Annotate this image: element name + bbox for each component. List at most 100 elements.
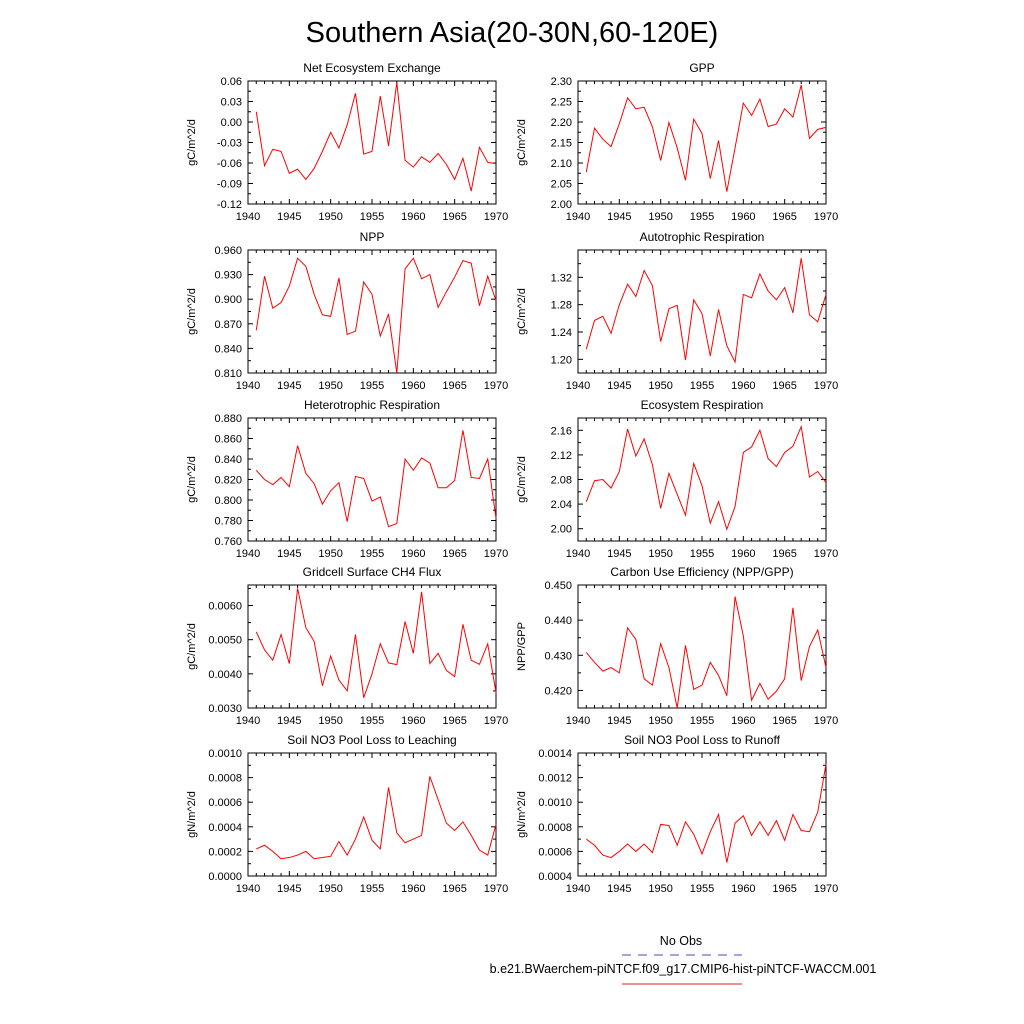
panel-gpp-xtick-label: 1955 [690, 211, 714, 223]
panel-gpp-title: GPP [689, 61, 714, 75]
panel-gridcell-surface-ch4-flux-xtick-label: 1945 [277, 715, 301, 727]
panel-ecosystem-respiration-ylabel: gC/m^2/d [516, 456, 528, 503]
panel-carbon-use-efficiency-npp-gpp-ytick-label: 0.440 [544, 615, 572, 627]
panel-npp-ytick-label: 0.900 [214, 294, 242, 306]
panel-autotrophic-respiration-series-line [585, 258, 827, 364]
panel-heterotrophic-respiration-ytick-label: 0.860 [214, 434, 242, 446]
panel-soil-no3-pool-loss-to-runoff-xtick-label: 1940 [566, 883, 590, 895]
panel-gridcell-surface-ch4-flux-title: Gridcell Surface CH4 Flux [303, 565, 442, 579]
panel-soil-no3-pool-loss-to-runoff-xtick-label: 1970 [814, 883, 838, 895]
legend: No Obs b.e21.BWaerchem-piNTCF.f09_g17.CM… [490, 934, 877, 985]
panel-gridcell-surface-ch4-flux-ytick-label: 0.0060 [208, 601, 242, 613]
panel-net-ecosystem-exchange-ytick-label: 0.00 [221, 117, 242, 129]
panel-ecosystem-respiration-series-line [585, 424, 827, 531]
panel-soil-no3-pool-loss-to-leaching-ytick-label: 0.0006 [208, 797, 242, 809]
panel-gridcell-surface-ch4-flux-xtick-label: 1950 [318, 715, 342, 727]
panel-net-ecosystem-exchange-ytick-label: 0.06 [221, 76, 242, 88]
panel-net-ecosystem-exchange-frame [247, 80, 497, 205]
panel-npp-xtick-label: 1965 [442, 380, 466, 392]
panel-autotrophic-respiration-xtick-label: 1960 [731, 380, 755, 392]
panel-npp-ytick-label: 0.960 [214, 245, 242, 257]
panel-gpp-xtick-label: 1945 [607, 211, 631, 223]
panel-ecosystem-respiration-xtick-label: 1940 [566, 548, 590, 560]
panel-carbon-use-efficiency-npp-gpp-xtick-label: 1940 [566, 715, 590, 727]
panel-autotrophic-respiration-ytick-label: 1.32 [551, 272, 572, 284]
panel-soil-no3-pool-loss-to-runoff-xtick-label: 1950 [648, 883, 672, 895]
panel-net-ecosystem-exchange-ytick-label: -0.03 [217, 138, 242, 150]
panel-npp-xtick-label: 1970 [484, 380, 508, 392]
panel-gridcell-surface-ch4-flux: Gridcell Surface CH4 Flux 1940 1945 1950 195… [186, 565, 508, 727]
panel-soil-no3-pool-loss-to-runoff-ytick-label: 0.0010 [538, 797, 572, 809]
panel-gpp-ytick-label: 2.05 [551, 179, 572, 191]
panel-ecosystem-respiration-ytick-label: 2.12 [551, 450, 572, 462]
panel-gpp-ytick-label: 2.10 [551, 158, 572, 170]
panel-gpp: GPP 1940 1945 1950 1955 1960 1965 1970 2.00 2.05 2… [516, 61, 838, 223]
panel-soil-no3-pool-loss-to-leaching-xtick-label: 1960 [401, 883, 425, 895]
panel-gridcell-surface-ch4-flux-ytick-label: 0.0040 [208, 669, 242, 681]
panel-heterotrophic-respiration-ytick-label: 0.800 [214, 495, 242, 507]
panel-heterotrophic-respiration-xtick-label: 1965 [442, 548, 466, 560]
panel-soil-no3-pool-loss-to-leaching-ylabel: gN/m^2/d [186, 791, 198, 838]
panel-soil-no3-pool-loss-to-leaching-xtick-label: 1950 [318, 883, 342, 895]
panel-soil-no3-pool-loss-to-leaching-ytick-label: 0.0002 [208, 846, 242, 858]
panel-carbon-use-efficiency-npp-gpp-xtick-label: 1960 [731, 715, 755, 727]
panel-gpp-xtick-label: 1970 [814, 211, 838, 223]
panel-autotrophic-respiration-xtick-label: 1945 [607, 380, 631, 392]
panel-gpp-xtick-label: 1965 [772, 211, 796, 223]
panel-npp: NPP 1940 1945 1950 1955 1960 1965 1970 0.810 0.84… [186, 230, 508, 392]
panel-net-ecosystem-exchange-ytick-label: -0.06 [217, 158, 242, 170]
panel-gpp-ylabel: gC/m^2/d [516, 119, 528, 166]
panel-net-ecosystem-exchange-xtick-label: 1960 [401, 211, 425, 223]
panel-ecosystem-respiration-ytick-label: 2.00 [551, 524, 572, 536]
panel-carbon-use-efficiency-npp-gpp-title: Carbon Use Efficiency (NPP/GPP) [610, 565, 793, 579]
panel-net-ecosystem-exchange-xtick-label: 1955 [360, 211, 384, 223]
panel-ecosystem-respiration-xtick-label: 1945 [607, 548, 631, 560]
panel-gpp-ytick-label: 2.30 [551, 76, 572, 88]
panel-soil-no3-pool-loss-to-runoff-xtick-label: 1945 [607, 883, 631, 895]
panel-ecosystem-respiration: Ecosystem Respiration 1940 1945 1950 1955 196… [516, 398, 838, 560]
panel-autotrophic-respiration-ytick-label: 1.24 [551, 327, 572, 339]
panel-soil-no3-pool-loss-to-leaching-ytick-label: 0.0004 [208, 822, 242, 834]
panel-ecosystem-respiration-xtick-label: 1960 [731, 548, 755, 560]
panel-autotrophic-respiration-frame [577, 249, 827, 374]
panel-net-ecosystem-exchange-ytick-label: -0.12 [217, 199, 242, 211]
panel-net-ecosystem-exchange-ytick-label: 0.03 [221, 97, 242, 109]
panel-gpp-ytick-label: 2.20 [551, 117, 572, 129]
panel-gpp-xtick-label: 1940 [566, 211, 590, 223]
panel-heterotrophic-respiration-xtick-label: 1950 [318, 548, 342, 560]
panel-soil-no3-pool-loss-to-runoff-ytick-label: 0.0006 [538, 846, 572, 858]
panel-heterotrophic-respiration: Heterotrophic Respiration 1940 1945 1950 195… [186, 398, 508, 560]
panel-heterotrophic-respiration-ytick-label: 0.880 [214, 413, 242, 425]
panel-gpp-frame [577, 80, 827, 205]
panel-heterotrophic-respiration-xtick-label: 1960 [401, 548, 425, 560]
panel-soil-no3-pool-loss-to-leaching-xtick-label: 1955 [360, 883, 384, 895]
panel-soil-no3-pool-loss-to-leaching-series-line [256, 776, 497, 860]
panel-gpp-ytick-label: 2.00 [551, 199, 572, 211]
legend-case-label: b.e21.BWaerchem-piNTCF.f09_g17.CMIP6-his… [490, 962, 877, 976]
panel-gpp-ytick-label: 2.25 [551, 97, 572, 109]
panel-carbon-use-efficiency-npp-gpp-xtick-label: 1970 [814, 715, 838, 727]
panel-autotrophic-respiration-xtick-label: 1940 [566, 380, 590, 392]
panel-autotrophic-respiration-ylabel: gC/m^2/d [516, 288, 528, 335]
panel-autotrophic-respiration-title: Autotrophic Respiration [640, 230, 765, 244]
panel-heterotrophic-respiration-ytick-label: 0.820 [214, 475, 242, 487]
panel-carbon-use-efficiency-npp-gpp-ytick-label: 0.450 [544, 580, 572, 592]
panel-ecosystem-respiration-xtick-label: 1965 [772, 548, 796, 560]
panel-gridcell-surface-ch4-flux-xtick-label: 1970 [484, 715, 508, 727]
panel-net-ecosystem-exchange-series-line [255, 82, 497, 192]
panel-net-ecosystem-exchange-xtick-label: 1965 [442, 211, 466, 223]
panel-soil-no3-pool-loss-to-runoff-ytick-label: 0.0014 [538, 748, 572, 760]
panel-soil-no3-pool-loss-to-leaching-ytick-label: 0.0008 [208, 773, 242, 785]
panel-net-ecosystem-exchange-xtick-label: 1950 [318, 211, 342, 223]
figure-title: Southern Asia(20-30N,60-120E) [306, 17, 719, 49]
panel-carbon-use-efficiency-npp-gpp-ytick-label: 0.430 [544, 650, 572, 662]
panel-net-ecosystem-exchange-ytick-label: -0.09 [217, 179, 242, 191]
panel-gridcell-surface-ch4-flux-xtick-label: 1955 [360, 715, 384, 727]
panel-carbon-use-efficiency-npp-gpp-ytick-label: 0.420 [544, 685, 572, 697]
panel-soil-no3-pool-loss-to-runoff-frame [577, 752, 827, 877]
panel-soil-no3-pool-loss-to-runoff-xtick-label: 1965 [772, 883, 796, 895]
panel-soil-no3-pool-loss-to-leaching: Soil NO3 Pool Loss to Leaching 1940 1945 19… [186, 733, 508, 895]
panel-ecosystem-respiration-xtick-label: 1970 [814, 548, 838, 560]
panel-carbon-use-efficiency-npp-gpp: Carbon Use Efficiency (NPP/GPP) 1940 1945 1… [516, 565, 838, 727]
